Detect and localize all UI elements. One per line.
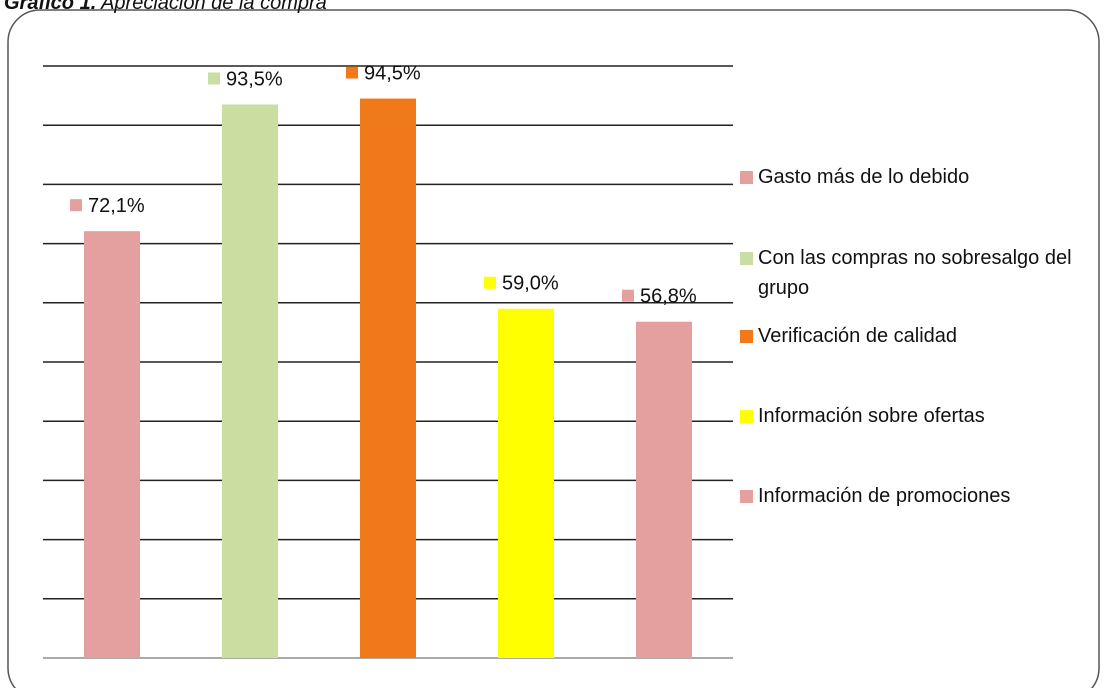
legend-label: Información de promociones [758,485,1011,507]
value-label: 94,5% [364,63,421,85]
legend-swatch [740,410,753,423]
value-label: 93,5% [226,68,283,90]
legend-swatch [740,490,753,503]
legend-entry: Verificación de calidad [740,321,1085,351]
bar [360,98,416,658]
value-label: 72,1% [88,195,145,217]
legend-swatch [740,252,753,265]
chart-title: Gráfico 1. Apreciación de la compra [4,0,327,14]
title-text: Apreciación de la compra [100,0,327,14]
label-swatch [208,72,220,85]
bar [222,104,278,659]
value-label: 56,8% [640,286,697,308]
legend-label: Gasto más de lo debido [758,166,970,188]
bar [498,308,554,658]
legend-swatch [740,330,753,343]
legend-entry: Con las compras no sobresalgo del grupo [740,243,1085,303]
legend-label: Información sobre ofertas [758,405,985,427]
legend-entry: Información sobre ofertas [740,401,1085,431]
bar [636,321,692,658]
label-swatch [622,289,634,302]
bar [84,231,140,658]
legend-entry: Gasto más de lo debido [740,162,1085,192]
value-label: 59,0% [502,273,559,295]
legend-label: Verificación de calidad [758,325,958,347]
legend-entry: Información de promociones [740,481,1085,511]
legend-label: Con las compras no sobresalgo del grupo [758,247,1072,299]
label-swatch [70,199,82,212]
label-swatch [346,66,358,79]
label-swatch [484,276,496,289]
chart-frame [7,9,1100,688]
legend-swatch [740,171,753,184]
title-label: Gráfico 1. [4,0,96,14]
